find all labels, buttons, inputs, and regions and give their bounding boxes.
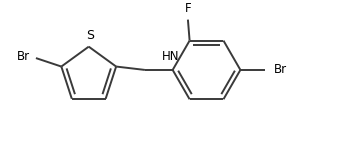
Text: F: F xyxy=(185,2,191,15)
Text: Br: Br xyxy=(17,50,30,63)
Text: HN: HN xyxy=(162,50,180,63)
Text: Br: Br xyxy=(274,63,287,76)
Text: S: S xyxy=(86,29,94,42)
